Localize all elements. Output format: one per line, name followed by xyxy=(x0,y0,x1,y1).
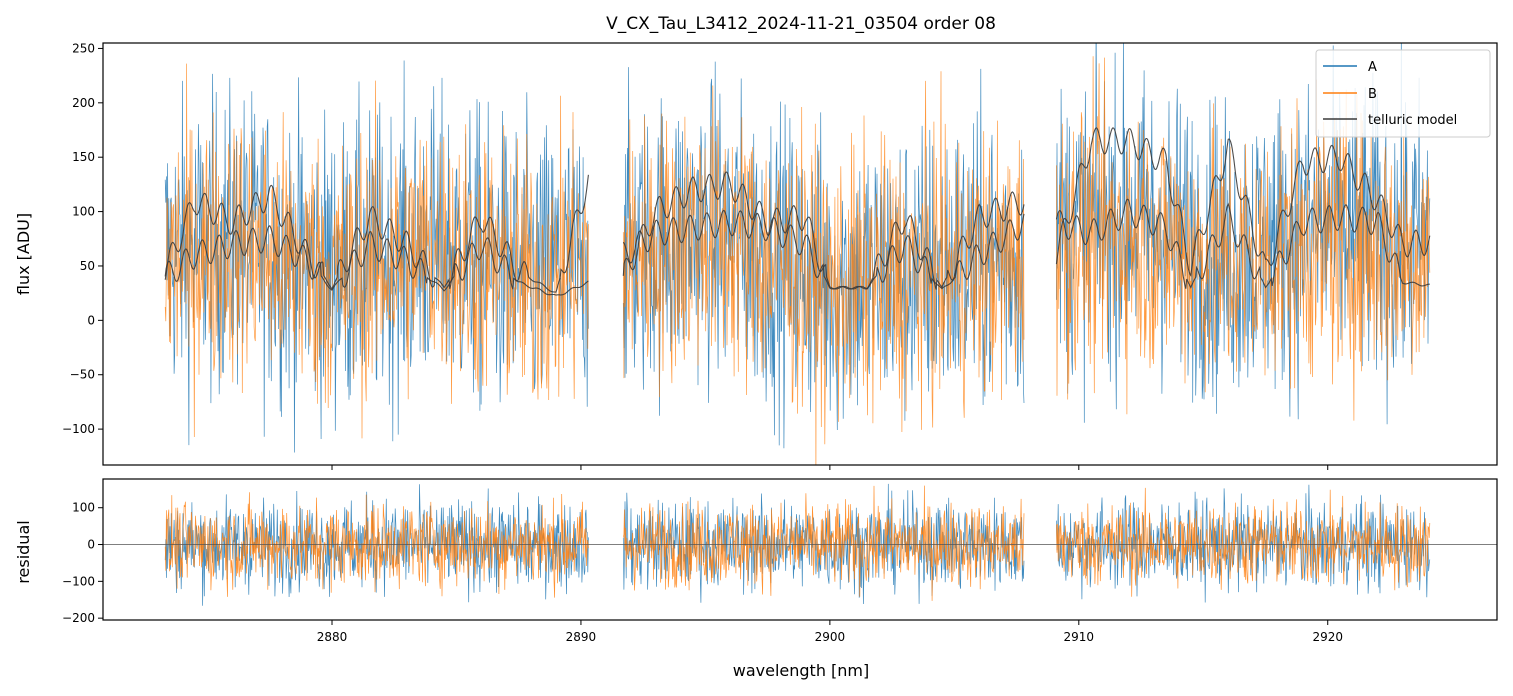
residual-y-tick-label: 0 xyxy=(87,538,95,552)
residual-y-axis-label: residual xyxy=(14,520,33,583)
legend-box xyxy=(1315,49,1491,138)
flux-y-axis-label: flux [ADU] xyxy=(14,213,33,295)
x-axis-label: wavelength [nm] xyxy=(733,661,870,680)
flux-y-tick-label: 150 xyxy=(72,150,95,164)
flux-y-tick-label: 0 xyxy=(87,313,95,327)
chart-title: V_CX_Tau_L3412_2024-11-21_03504 order 08 xyxy=(606,14,996,34)
residual-y-tick-label: 100 xyxy=(72,501,95,515)
x-tick-label: 2890 xyxy=(566,630,597,644)
flux-y-tick-label: −50 xyxy=(70,368,95,382)
flux-y-tick-label: 50 xyxy=(80,259,95,273)
flux-y-tick-label: −100 xyxy=(62,422,95,436)
legend-label-b: B xyxy=(1368,87,1377,102)
flux-y-tick-label: 200 xyxy=(72,96,95,110)
residual-panel: −200 −100 0 100 2880 2890 2900 2910 2920 residu… xyxy=(14,478,1498,680)
telluric-model-line-lower xyxy=(164,198,1430,296)
x-tick-label: 2900 xyxy=(815,630,846,644)
flux-panel: −100 −50 0 50 100 150 200 250 flux [ADU] A B te… xyxy=(14,41,1498,470)
flux-y-tick-label: 250 xyxy=(72,41,95,55)
flux-y-tick-label: 100 xyxy=(72,205,95,219)
residual-axes-frame xyxy=(102,478,1498,621)
x-tick-label: 2910 xyxy=(1064,630,1095,644)
residual-line-b xyxy=(164,485,1431,601)
legend: A B telluric model xyxy=(1315,49,1491,138)
legend-label-telluric: telluric model xyxy=(1368,113,1457,128)
flux-axes-frame xyxy=(102,42,1498,466)
residual-y-tick-label: −100 xyxy=(62,574,95,588)
x-tick-label: 2920 xyxy=(1312,630,1343,644)
x-tick-label: 2880 xyxy=(317,630,348,644)
residual-y-tick-label: −200 xyxy=(62,611,95,625)
legend-label-a: A xyxy=(1368,60,1377,75)
